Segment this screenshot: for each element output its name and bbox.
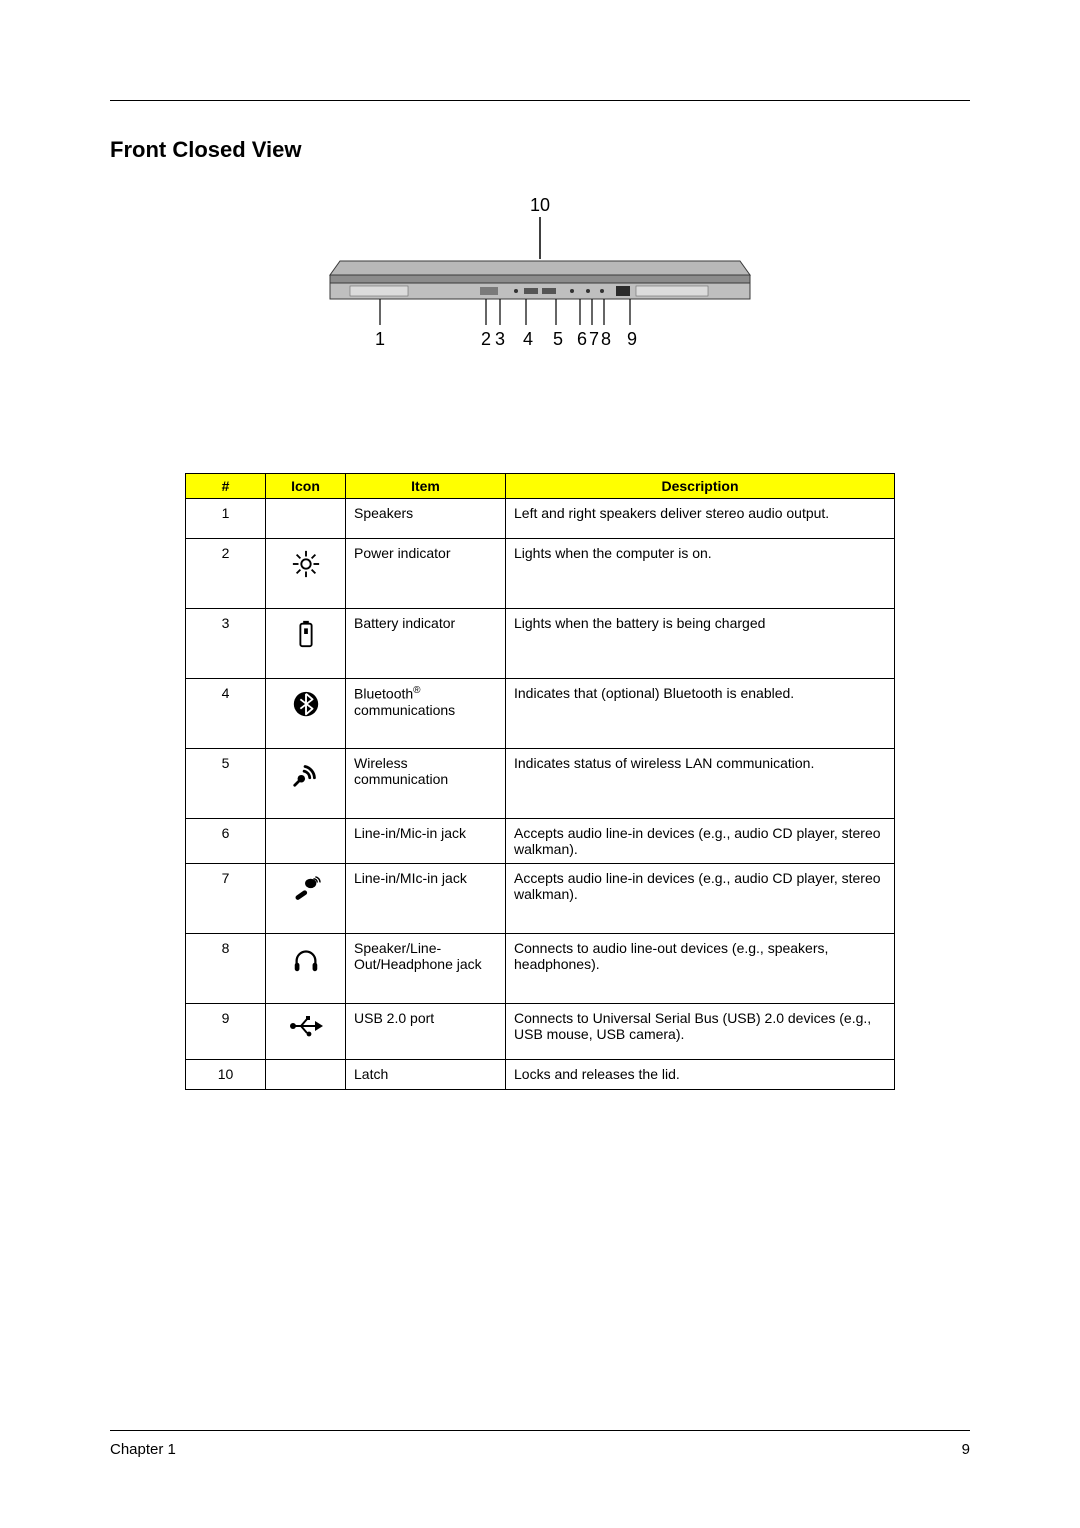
cell-num: 2: [186, 539, 266, 609]
diagram-bottom-labels: 1 2 3 4 5 6 7 8 9: [375, 329, 637, 349]
cell-item: Latch: [346, 1060, 506, 1090]
table-row: 10 LatchLocks and releases the lid.: [186, 1060, 895, 1090]
page: Front Closed View 10: [0, 0, 1080, 1528]
cell-item: Line-in/MIc-in jack: [346, 864, 506, 934]
svg-text:6: 6: [577, 329, 587, 349]
footer-right: 9: [962, 1441, 970, 1458]
cell-desc: Locks and releases the lid.: [506, 1060, 895, 1090]
table-row: 1 SpeakersLeft and right speakers deliver…: [186, 499, 895, 539]
top-rule: [110, 100, 970, 101]
cell-desc: Left and right speakers deliver stereo a…: [506, 499, 895, 539]
cell-desc: Indicates that (optional) Bluetooth is e…: [506, 679, 895, 749]
battery-icon: [295, 619, 317, 649]
cell-icon: [266, 679, 346, 749]
power-icon: [291, 549, 321, 579]
cell-icon: [266, 864, 346, 934]
svg-text:8: 8: [601, 329, 611, 349]
diagram-container: 10: [110, 193, 970, 373]
wireless-icon: [291, 759, 321, 789]
usb-icon: [289, 1014, 323, 1038]
svg-text:7: 7: [589, 329, 599, 349]
cell-item: Bluetooth® communications: [346, 679, 506, 749]
cell-desc: Connects to Universal Serial Bus (USB) 2…: [506, 1004, 895, 1060]
table-row: 6 Line-in/Mic-in jackAccepts audio line-i…: [186, 819, 895, 864]
svg-text:5: 5: [553, 329, 563, 349]
cell-num: 10: [186, 1060, 266, 1090]
cell-num: 9: [186, 1004, 266, 1060]
table-row: 4 Bluetooth® communicationsIndicates tha…: [186, 679, 895, 749]
th-icon: Icon: [266, 474, 346, 499]
cell-num: 1: [186, 499, 266, 539]
cell-icon: [266, 539, 346, 609]
cell-num: 3: [186, 609, 266, 679]
th-num: #: [186, 474, 266, 499]
cell-desc: Connects to audio line-out devices (e.g.…: [506, 934, 895, 1004]
cell-item: Wireless communication: [346, 749, 506, 819]
section-title: Front Closed View: [110, 137, 970, 163]
mic-icon: [291, 874, 321, 904]
front-closed-diagram: 10: [310, 193, 770, 373]
footer-rule: [110, 1430, 970, 1431]
cell-icon: [266, 1060, 346, 1090]
cell-icon: [266, 819, 346, 864]
cell-num: 8: [186, 934, 266, 1004]
table-container: # Icon Item Description 1 SpeakersLeft an…: [110, 473, 970, 1090]
cell-desc: Accepts audio line-in devices (e.g., aud…: [506, 864, 895, 934]
cell-item: Power indicator: [346, 539, 506, 609]
svg-text:1: 1: [375, 329, 385, 349]
svg-text:2: 2: [481, 329, 491, 349]
svg-text:3: 3: [495, 329, 505, 349]
headphone-icon: [291, 944, 321, 974]
diagram-label-10: 10: [530, 195, 550, 215]
cell-num: 5: [186, 749, 266, 819]
callout-lines: [380, 299, 630, 325]
spec-table: # Icon Item Description 1 SpeakersLeft an…: [185, 473, 895, 1090]
cell-item: Battery indicator: [346, 609, 506, 679]
cell-item: Speakers: [346, 499, 506, 539]
cell-num: 7: [186, 864, 266, 934]
cell-item: Line-in/Mic-in jack: [346, 819, 506, 864]
cell-item: USB 2.0 port: [346, 1004, 506, 1060]
bluetooth-icon: [291, 689, 321, 719]
cell-num: 6: [186, 819, 266, 864]
cell-item: Speaker/Line-Out/Headphone jack: [346, 934, 506, 1004]
cell-icon: [266, 749, 346, 819]
th-item: Item: [346, 474, 506, 499]
cell-desc: Lights when the battery is being charged: [506, 609, 895, 679]
table-row: 3 Battery indicatorLights when the batte…: [186, 609, 895, 679]
cell-icon: [266, 1004, 346, 1060]
footer-left: Chapter 1: [110, 1441, 176, 1458]
cell-icon: [266, 609, 346, 679]
table-row: 2 Power indicatorLights when the compute…: [186, 539, 895, 609]
svg-text:9: 9: [627, 329, 637, 349]
svg-text:4: 4: [523, 329, 533, 349]
cell-num: 4: [186, 679, 266, 749]
table-row: 9 USB 2.0 portConnects to Universal Seri…: [186, 1004, 895, 1060]
cell-icon: [266, 499, 346, 539]
cell-desc: Indicates status of wireless LAN communi…: [506, 749, 895, 819]
table-header-row: # Icon Item Description: [186, 474, 895, 499]
table-row: 7 Line-in/MIc-in jackAccepts audio line-…: [186, 864, 895, 934]
table-row: 8 Speaker/Line-Out/Headphone jackConnect…: [186, 934, 895, 1004]
page-footer: Chapter 1 9: [110, 1430, 970, 1458]
table-row: 5 Wireless communicationIndicates status…: [186, 749, 895, 819]
cell-icon: [266, 934, 346, 1004]
cell-desc: Accepts audio line-in devices (e.g., aud…: [506, 819, 895, 864]
laptop-body: [330, 261, 750, 299]
th-desc: Description: [506, 474, 895, 499]
cell-desc: Lights when the computer is on.: [506, 539, 895, 609]
